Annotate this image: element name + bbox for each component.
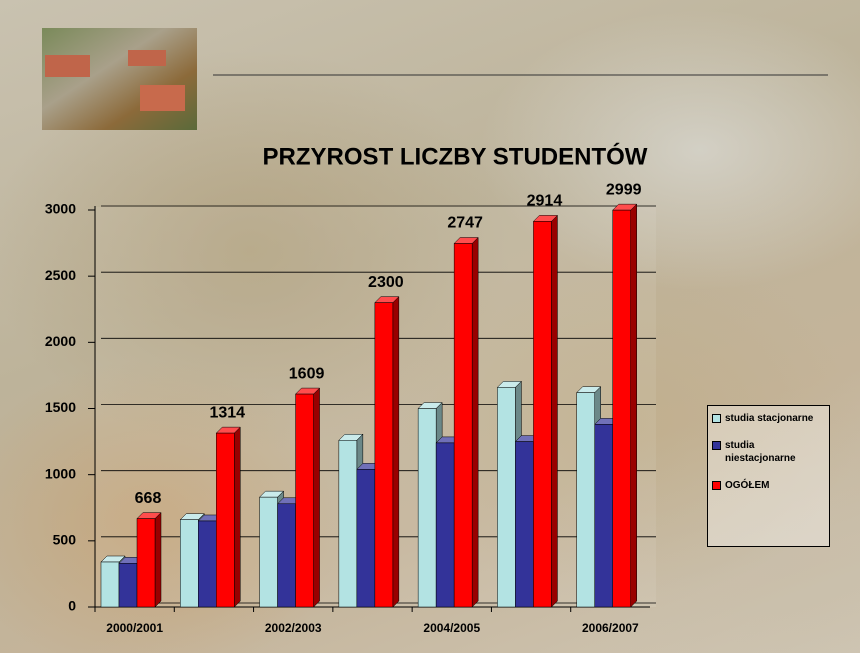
bar [198,520,217,608]
bar [259,496,278,608]
bar [533,221,552,608]
data-label: 668 [135,490,162,507]
bar [295,393,314,608]
bar-side [313,387,320,608]
bar [338,440,358,608]
x-tick-label: 2002/2003 [265,621,322,635]
bar [277,503,296,608]
bar [180,519,199,608]
bar [453,243,473,608]
legend-swatch [712,414,721,423]
y-tick-label: 3000 [45,201,76,217]
bar [356,469,376,608]
legend-entry: OGÓŁEM [712,479,825,492]
bar [612,209,631,608]
legend-swatch [712,441,721,450]
legend-label: studia niestacjonarne [725,440,796,464]
data-label: 2914 [527,193,563,210]
thumbnail-building [128,50,166,66]
bar [118,563,138,608]
bar-side [471,236,479,608]
legend-entry: studia niestacjonarne [712,439,825,465]
legend-label: studia stacjonarne [725,413,814,424]
y-tick-label: 500 [53,532,77,548]
bar-side [154,511,162,608]
x-tick-label: 2006/2007 [582,621,639,635]
x-tick-label: 2004/2005 [423,621,480,635]
legend-swatch [712,481,721,490]
y-tick-label: 1000 [45,465,76,481]
chart-title: PRZYROST LICZBY STUDENTÓW [263,142,648,170]
bar [216,432,235,608]
y-tick-label: 2500 [45,267,76,283]
bar [417,408,437,608]
bar [374,302,394,608]
bar-side [630,203,637,608]
data-label: 1314 [209,404,245,421]
bar [515,441,534,608]
data-label: 1609 [289,365,325,382]
legend: studia stacjonarne studia niestacjonarne O… [707,405,830,547]
data-label: 2747 [447,215,483,232]
y-tick-label: 0 [68,598,76,614]
thumbnail-building [140,85,185,111]
bar [100,561,120,608]
thumbnail-photo [42,28,197,130]
bar [594,424,613,608]
bar-side [392,296,400,608]
bar [136,518,156,608]
bar [497,387,516,608]
data-label: 2300 [368,274,404,291]
y-tick-label: 2000 [45,333,76,349]
legend-label: OGÓŁEM [725,480,770,491]
bar-side [234,426,241,608]
x-tick-label: 2000/2001 [106,621,163,635]
thumbnail-building [45,55,90,77]
bar-side [551,214,558,608]
bar [435,442,455,608]
bar [576,392,595,608]
data-label: 2999 [606,181,642,198]
y-tick-label: 1500 [45,399,76,415]
legend-entry: studia stacjonarne [712,412,825,425]
